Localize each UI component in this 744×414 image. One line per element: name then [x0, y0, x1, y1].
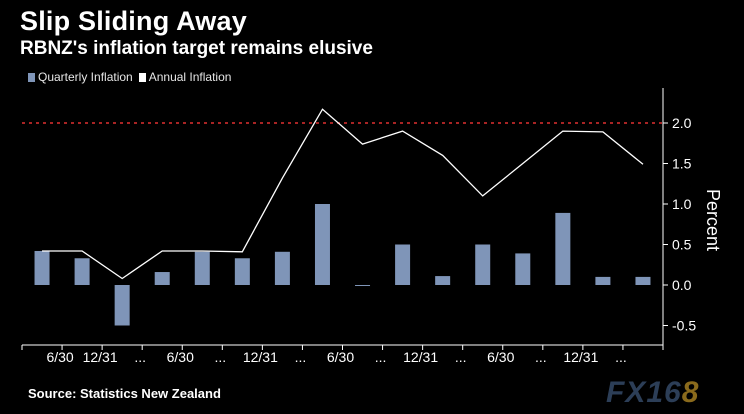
bar-quarterly-inflation: [555, 212, 571, 285]
bar-quarterly-inflation: [154, 272, 170, 285]
legend: Quarterly Inflation Annual Inflation: [28, 70, 237, 84]
x-tick-label: ...: [375, 349, 387, 365]
legend-swatch-line: [138, 72, 146, 82]
x-tick-label: ...: [214, 349, 226, 365]
x-tick-label: 6/30: [167, 349, 194, 365]
legend-item-annual: Annual Inflation: [138, 70, 232, 84]
bar-quarterly-inflation: [515, 253, 531, 285]
bar-quarterly-inflation: [595, 276, 611, 285]
bar-quarterly-inflation: [314, 204, 330, 285]
bar-quarterly-inflation: [74, 258, 90, 285]
chart-subtitle: RBNZ's inflation target remains elusive: [20, 38, 373, 59]
bar-quarterly-inflation: [234, 258, 250, 285]
fx168-logo: FX168: [606, 376, 699, 410]
x-tick-label: 12/31: [83, 349, 118, 365]
y-tick-label: 0.0: [672, 277, 692, 293]
x-tick-label: ...: [455, 349, 467, 365]
y-tick-label: -0.5: [672, 318, 696, 334]
y-tick-label: 1.5: [672, 156, 692, 172]
bar-quarterly-inflation: [34, 250, 50, 285]
source-note: Source: Statistics New Zealand: [28, 386, 221, 401]
bar-quarterly-inflation: [395, 244, 411, 285]
logo-main: FX16: [606, 376, 682, 409]
x-tick-label: 6/30: [46, 349, 73, 365]
x-tick-label: ...: [535, 349, 547, 365]
x-tick-label: ...: [295, 349, 307, 365]
x-tick-label: ...: [134, 349, 146, 365]
chart-title: Slip Sliding Away: [20, 6, 247, 36]
x-tick-label: 12/31: [403, 349, 438, 365]
legend-item-quarterly: Quarterly Inflation: [28, 70, 133, 84]
x-tick-label: 6/30: [487, 349, 514, 365]
bar-quarterly-inflation: [194, 251, 210, 285]
bar-quarterly-inflation: [114, 285, 130, 326]
y-tick-label: 1.0: [672, 196, 692, 212]
x-tick-label: 6/30: [327, 349, 354, 365]
bar-quarterly-inflation: [635, 276, 651, 285]
x-tick-label: ...: [615, 349, 627, 365]
legend-swatch-bar: [28, 72, 35, 82]
bar-quarterly-inflation: [475, 244, 491, 285]
line-annual-inflation: [42, 108, 644, 280]
y-tick-label: 2.0: [672, 115, 692, 131]
bar-quarterly-inflation: [274, 251, 290, 285]
legend-label-annual: Annual Inflation: [148, 70, 232, 84]
x-tick-label: 12/31: [243, 349, 278, 365]
y-axis-title: Percent: [703, 189, 723, 251]
bar-quarterly-inflation: [435, 276, 451, 285]
logo-accent: 8: [681, 376, 700, 409]
x-tick-label: 12/31: [563, 349, 598, 365]
legend-label-quarterly: Quarterly Inflation: [38, 70, 133, 84]
y-tick-label: 0.5: [672, 237, 692, 253]
bar-quarterly-inflation: [355, 285, 371, 286]
